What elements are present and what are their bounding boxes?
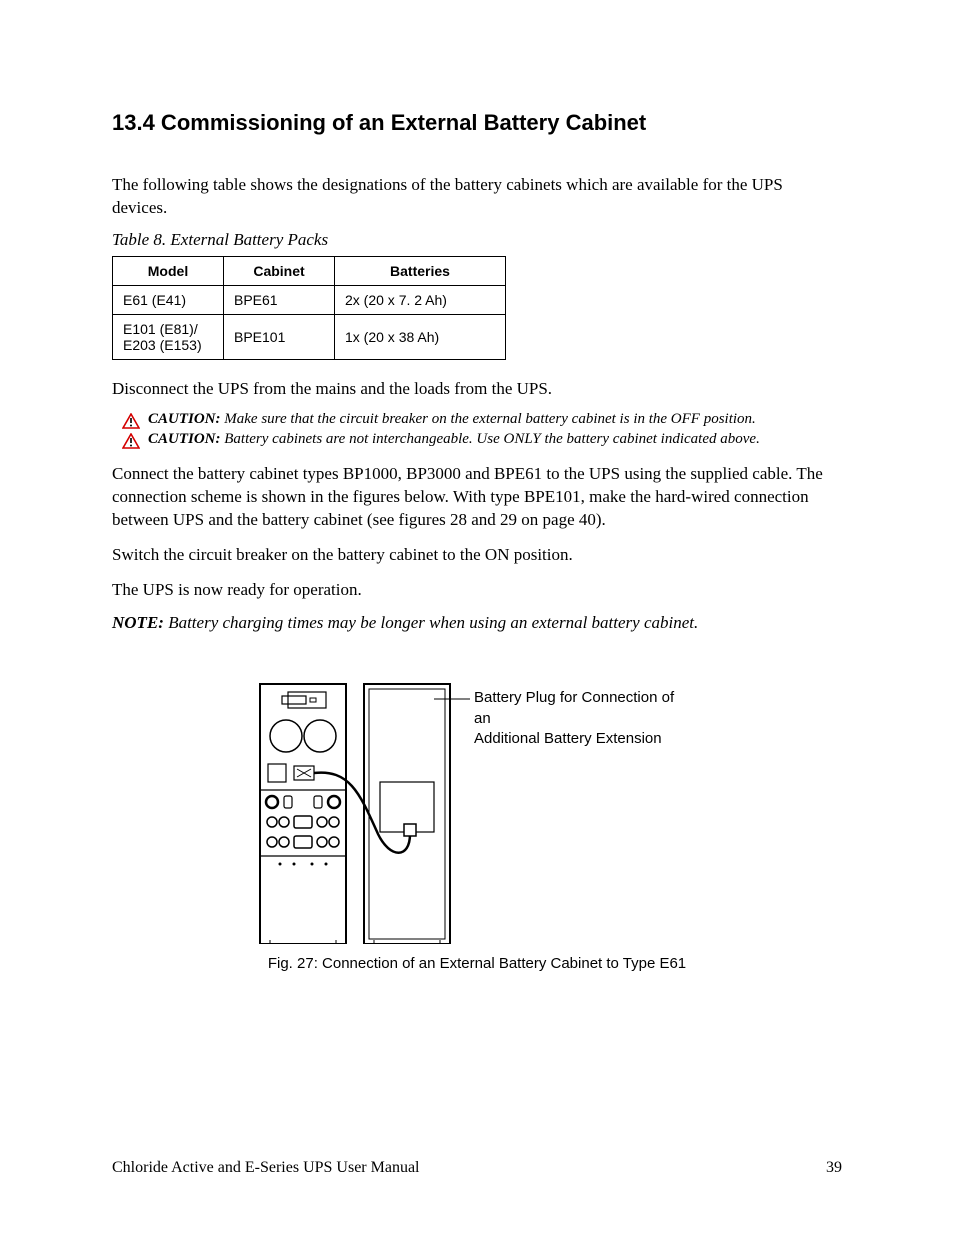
ready-paragraph: The UPS is now ready for operation. [112, 579, 842, 602]
note-text: Battery charging times may be longer whe… [164, 613, 698, 632]
footer-page-number: 39 [826, 1159, 842, 1177]
battery-table: Model Cabinet Batteries E61 (E41) BPE61 … [112, 256, 506, 360]
footer-title: Chloride Active and E-Series UPS User Ma… [112, 1159, 420, 1177]
table-header-model: Model [113, 256, 224, 285]
callout-line: an [474, 710, 491, 727]
document-page: 13.4 Commissioning of an External Batter… [0, 0, 954, 1235]
table-cell: 2x (20 x 7. 2 Ah) [335, 285, 506, 314]
table-cell: 1x (20 x 38 Ah) [335, 314, 506, 359]
table-header-cabinet: Cabinet [224, 256, 335, 285]
callout-line: Additional Battery Extension [474, 730, 662, 747]
note-label: NOTE: [112, 613, 164, 632]
caution-label: CAUTION: [148, 431, 221, 447]
caution-text: Battery cabinets are not interchangeable… [221, 431, 760, 447]
figure-area: Battery Plug for Connection of an Additi… [112, 674, 842, 972]
caution-row: CAUTION: Make sure that the circuit brea… [122, 411, 842, 429]
table-caption: Table 8. External Battery Packs [112, 230, 842, 250]
table-header-batteries: Batteries [335, 256, 506, 285]
figure-callout: Battery Plug for Connection of an Additi… [474, 688, 704, 749]
table-cell: BPE101 [224, 314, 335, 359]
caution-text: Make sure that the circuit breaker on th… [221, 411, 756, 427]
warning-icon [122, 433, 140, 449]
warning-icon [122, 413, 140, 429]
note-paragraph: NOTE: Battery charging times may be long… [112, 612, 842, 635]
figure-diagram [250, 674, 470, 944]
table-cell: BPE61 [224, 285, 335, 314]
section-heading: 13.4 Commissioning of an External Batter… [112, 110, 842, 136]
connect-paragraph: Connect the battery cabinet types BP1000… [112, 463, 842, 532]
table-row: E101 (E81)/ E203 (E153) BPE101 1x (20 x … [113, 314, 506, 359]
intro-paragraph: The following table shows the designatio… [112, 174, 842, 220]
switch-paragraph: Switch the circuit breaker on the batter… [112, 544, 842, 567]
disconnect-paragraph: Disconnect the UPS from the mains and th… [112, 378, 842, 401]
caution-row: CAUTION: Battery cabinets are not interc… [122, 431, 842, 449]
table-cell: E101 (E81)/ E203 (E153) [113, 314, 224, 359]
caution-label: CAUTION: [148, 411, 221, 427]
table-row: E61 (E41) BPE61 2x (20 x 7. 2 Ah) [113, 285, 506, 314]
table-cell: E61 (E41) [113, 285, 224, 314]
page-footer: Chloride Active and E-Series UPS User Ma… [112, 1159, 842, 1177]
callout-line: Battery Plug for Connection of [474, 689, 674, 706]
figure-caption: Fig. 27: Connection of an External Batte… [112, 955, 842, 972]
